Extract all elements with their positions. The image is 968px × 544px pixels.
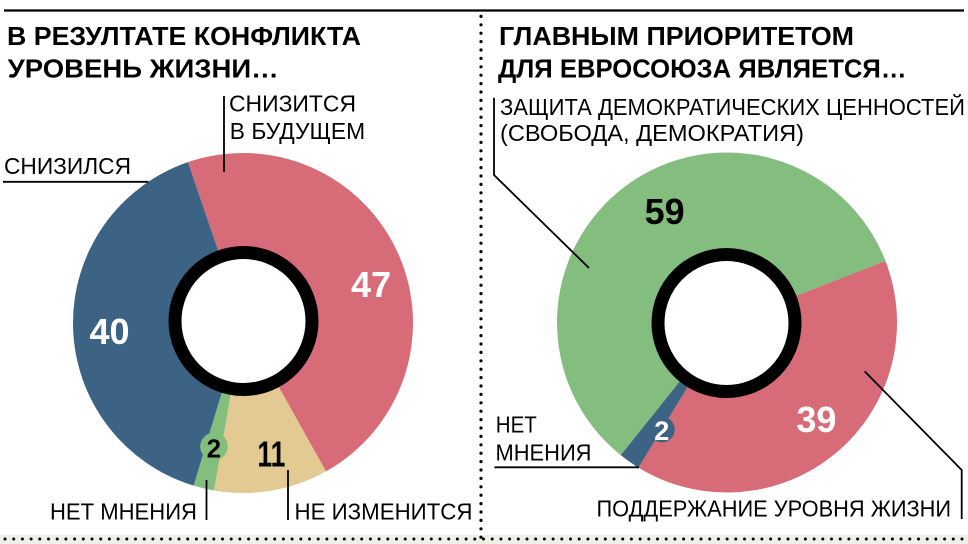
- svg-text:НЕТ МНЕНИЯ: НЕТ МНЕНИЯ: [50, 499, 197, 525]
- svg-text:СНИЗИЛСЯ: СНИЗИЛСЯ: [4, 153, 131, 179]
- svg-text:НЕТ: НЕТ: [496, 412, 537, 438]
- svg-text:В БУДУЩЕМ: В БУДУЩЕМ: [230, 118, 365, 144]
- svg-text:59: 59: [645, 191, 685, 232]
- svg-text:2: 2: [654, 416, 669, 446]
- svg-text:47: 47: [351, 264, 391, 305]
- svg-text:11: 11: [257, 434, 285, 475]
- svg-text:СНИЗИТСЯ: СНИЗИТСЯ: [229, 91, 356, 117]
- svg-text:ДЛЯ ЕВРОСОЮЗА ЯВЛЯЕТСЯ…: ДЛЯ ЕВРОСОЮЗА ЯВЛЯЕТСЯ…: [498, 53, 907, 83]
- svg-text:40: 40: [89, 311, 129, 352]
- svg-text:УРОВЕНЬ ЖИЗНИ…: УРОВЕНЬ ЖИЗНИ…: [8, 53, 279, 83]
- svg-text:МНЕНИЯ: МНЕНИЯ: [496, 440, 592, 466]
- svg-text:В РЕЗУЛТАТЕ КОНФЛИКТА: В РЕЗУЛТАТЕ КОНФЛИКТА: [7, 21, 361, 51]
- svg-text:ГЛАВНЫМ ПРИОРИТЕТОМ: ГЛАВНЫМ ПРИОРИТЕТОМ: [499, 21, 854, 51]
- svg-text:НЕ ИЗМЕНИТСЯ: НЕ ИЗМЕНИТСЯ: [295, 499, 473, 525]
- svg-text:ЗАЩИТА ДЕМОКРАТИЧЕСКИХ ЦЕННОСТ: ЗАЩИТА ДЕМОКРАТИЧЕСКИХ ЦЕННОСТЕЙ: [500, 93, 965, 120]
- svg-text:39: 39: [796, 399, 836, 440]
- svg-text:ПОДДЕРЖАНИЕ УРОВНЯ ЖИЗНИ: ПОДДЕРЖАНИЕ УРОВНЯ ЖИЗНИ: [597, 496, 952, 522]
- svg-text:(СВОБОДА, ДЕМОКРАТИЯ): (СВОБОДА, ДЕМОКРАТИЯ): [500, 120, 804, 146]
- svg-text:2: 2: [207, 434, 221, 464]
